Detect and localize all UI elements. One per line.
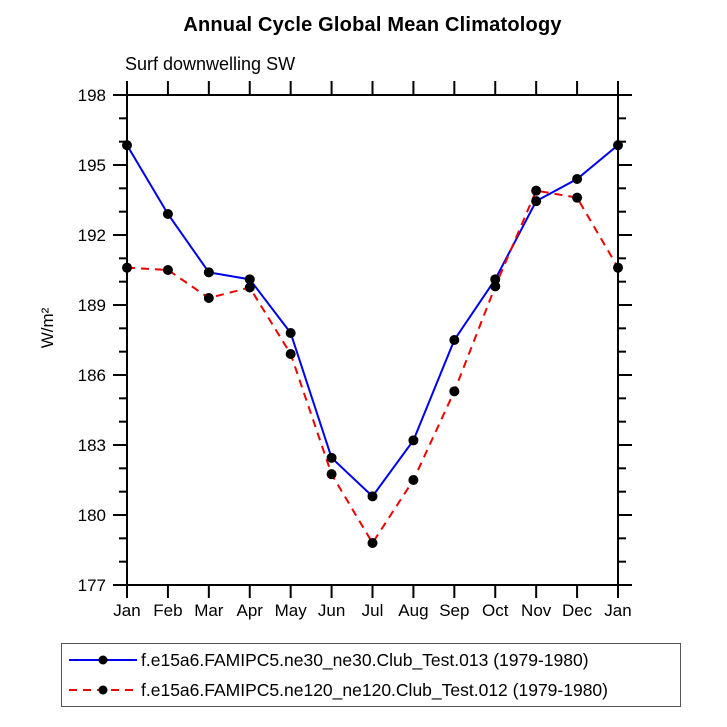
x-tick-label: Jan	[604, 601, 631, 620]
x-tick-label: Sep	[439, 601, 469, 620]
data-marker-series-1	[326, 469, 337, 480]
y-tick-label: 198	[78, 86, 106, 105]
data-marker-series-0	[490, 274, 501, 285]
legend-label-0: f.e15a6.FAMIPC5.ne30_ne30.Club_Test.013 …	[141, 649, 589, 670]
x-tick-label: Feb	[153, 601, 182, 620]
data-marker-series-1	[490, 281, 501, 292]
data-marker-series-1	[531, 185, 542, 196]
y-tick-label: 180	[78, 506, 106, 525]
data-marker-series-1	[285, 349, 296, 359]
y-tick-label: 192	[78, 226, 106, 245]
chart-title: Annual Cycle Global Mean Climatology	[183, 14, 562, 36]
y-tick-label: 189	[78, 296, 106, 315]
data-marker-series-0	[285, 328, 296, 338]
data-marker-series-0	[408, 435, 419, 446]
data-marker-series-1	[203, 293, 214, 303]
data-marker-series-1	[572, 192, 583, 203]
data-marker-series-1	[244, 282, 255, 293]
x-tick-label: Mar	[194, 601, 224, 620]
x-tick-label: Jan	[113, 601, 140, 620]
chart-subtitle: Surf downwelling SW	[125, 54, 296, 74]
data-marker-series-0	[367, 491, 378, 502]
data-marker-series-1	[122, 262, 132, 273]
y-tick-label: 186	[78, 366, 106, 385]
data-marker-series-0	[203, 267, 214, 278]
x-tick-label: Jun	[318, 601, 345, 620]
legend-marker	[98, 655, 108, 665]
data-marker-series-0	[326, 452, 337, 463]
legend-line-sample	[69, 685, 137, 695]
x-tick-label: May	[275, 601, 308, 620]
series-line-1	[126, 189, 619, 545]
legend-item-0: f.e15a6.FAMIPC5.ne30_ne30.Club_Test.013 …	[67, 646, 680, 674]
x-tick-label: Nov	[521, 601, 552, 620]
data-marker-series-1	[449, 386, 460, 397]
legend-line-sample	[69, 655, 137, 665]
y-tick-label: 183	[78, 436, 106, 455]
series-line-0	[126, 144, 619, 498]
data-marker-series-0	[572, 174, 583, 184]
data-marker-series-0	[531, 196, 542, 207]
x-tick-label: Aug	[398, 601, 428, 620]
data-marker-series-1	[613, 262, 623, 273]
x-tick-label: Apr	[237, 601, 264, 620]
data-marker-series-0	[613, 140, 623, 151]
data-marker-series-1	[408, 475, 419, 485]
data-marker-series-0	[162, 209, 173, 219]
legend-label-1: f.e15a6.FAMIPC5.ne120_ne120.Club_Test.01…	[141, 679, 608, 700]
plot-frame	[126, 94, 619, 586]
y-tick-label: 195	[78, 156, 106, 175]
legend-marker	[98, 685, 108, 695]
data-marker-series-1	[162, 265, 173, 275]
x-tick-label: Oct	[482, 601, 509, 620]
plot-area: 177 180 183 186 189 192 195 198 Jan Feb Mar Apr May J…	[78, 81, 632, 620]
data-marker-series-0	[244, 274, 255, 285]
x-tick-label: Dec	[562, 601, 593, 620]
data-marker-series-1	[367, 538, 378, 548]
legend-box: f.e15a6.FAMIPC5.ne30_ne30.Club_Test.013 …	[61, 643, 681, 707]
legend-item-1: f.e15a6.FAMIPC5.ne120_ne120.Club_Test.01…	[67, 676, 680, 704]
y-tick-label: 177	[78, 576, 106, 595]
data-marker-series-0	[122, 140, 132, 151]
x-tick-label: Jul	[362, 601, 384, 620]
data-marker-series-0	[449, 335, 460, 345]
